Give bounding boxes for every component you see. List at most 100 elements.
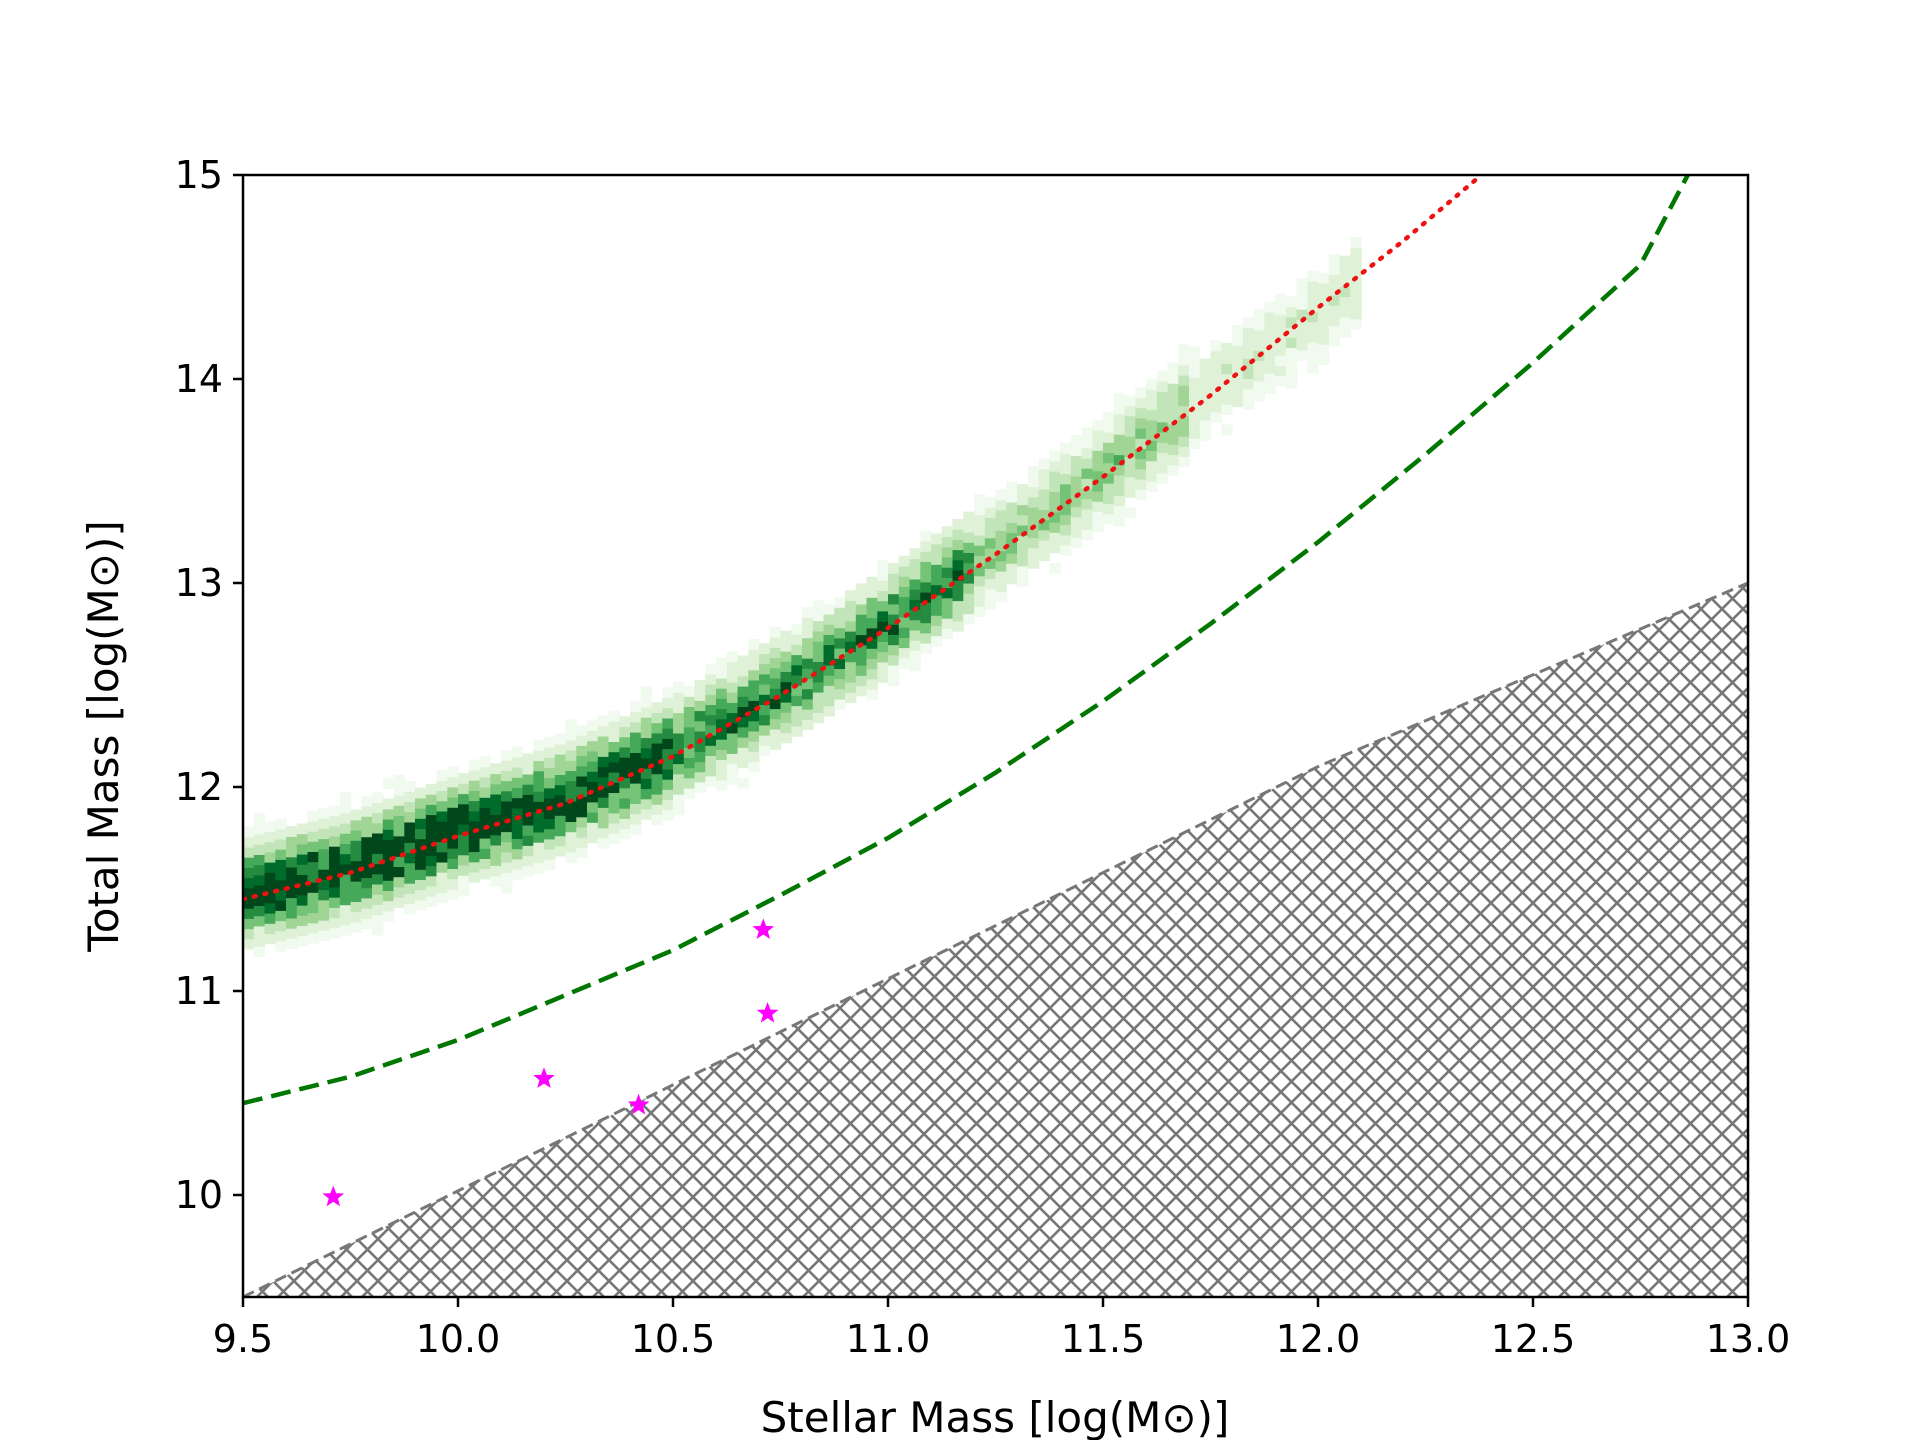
density-cell — [1285, 306, 1298, 318]
density-cell — [544, 849, 556, 860]
density-cell — [1146, 450, 1158, 462]
density-cell — [329, 886, 341, 898]
density-cell — [425, 875, 438, 887]
density-cell — [759, 704, 771, 716]
density-cell — [522, 845, 534, 857]
density-cell — [275, 910, 287, 922]
density-cell — [909, 599, 921, 611]
density-cell — [1081, 468, 1093, 479]
density-cell — [533, 842, 545, 853]
density-cell — [286, 836, 298, 848]
density-cell — [737, 777, 749, 789]
density-cell — [587, 720, 599, 731]
density-cell — [1167, 372, 1179, 384]
density-cell — [694, 751, 706, 763]
density-cell — [1339, 296, 1351, 308]
density-cell — [845, 692, 857, 703]
density-cell — [296, 905, 309, 916]
density-cell — [382, 880, 395, 891]
density-cell — [834, 678, 846, 690]
density-cell — [855, 675, 868, 687]
plot-area — [243, 175, 1748, 1297]
density-cell — [490, 844, 502, 856]
density-cell — [1027, 527, 1040, 539]
density-cell — [1156, 421, 1169, 433]
density-cell — [662, 789, 674, 801]
density-cell — [737, 655, 749, 667]
density-cell — [415, 797, 427, 809]
density-cell — [877, 570, 889, 581]
density-cell — [587, 730, 599, 742]
density-cell — [1113, 393, 1126, 405]
density-cell — [748, 639, 760, 650]
density-cell — [898, 596, 911, 608]
density-cell — [748, 720, 760, 732]
density-cell — [286, 907, 298, 919]
density-cell — [1017, 494, 1029, 506]
density-cell — [640, 808, 653, 820]
density-cell — [866, 587, 878, 598]
density-cell — [963, 542, 975, 553]
density-cell — [1027, 506, 1040, 518]
density-cell — [307, 922, 319, 934]
density-cell — [662, 697, 674, 709]
density-cell — [974, 545, 986, 556]
density-cell — [737, 716, 749, 728]
density-cell — [1081, 457, 1093, 469]
density-cell — [1156, 381, 1169, 392]
density-cell — [726, 692, 739, 703]
density-cell — [576, 755, 588, 767]
density-cell — [1038, 468, 1050, 480]
density-cell — [1350, 277, 1362, 289]
density-cell — [1210, 340, 1222, 352]
density-cell — [275, 869, 287, 881]
density-cell — [415, 848, 427, 860]
density-cell — [812, 641, 825, 652]
density-cell — [941, 546, 954, 558]
density-cell — [984, 558, 997, 569]
density-cell — [1210, 360, 1222, 372]
density-cell — [1178, 344, 1190, 356]
density-cell — [372, 863, 384, 875]
density-cell — [1038, 489, 1050, 500]
density-cell — [447, 766, 459, 778]
density-cell — [447, 827, 459, 839]
density-cell — [1124, 415, 1136, 427]
density-cell — [1167, 423, 1179, 435]
density-cell — [479, 817, 491, 829]
density-cell — [802, 719, 814, 730]
density-cell — [597, 746, 610, 757]
density-cell — [608, 802, 620, 814]
density-cell — [984, 547, 997, 559]
density-cell — [458, 885, 470, 897]
density-cell — [522, 855, 534, 867]
density-cell — [253, 834, 266, 845]
density-cell — [404, 791, 416, 803]
density-cell — [995, 581, 1007, 592]
density-cell — [662, 758, 674, 770]
hatched-boundary-line — [243, 581, 1748, 1297]
density-cell — [748, 741, 760, 752]
density-cell — [597, 766, 610, 778]
density-cell — [286, 938, 298, 950]
density-cell — [802, 709, 814, 720]
density-cell — [748, 659, 760, 671]
density-cell — [898, 606, 911, 618]
density-cell — [253, 936, 266, 947]
density-cell — [253, 905, 266, 917]
density-cell — [576, 816, 588, 828]
density-cell — [318, 909, 330, 921]
density-cell — [673, 722, 685, 734]
density-cell — [339, 792, 352, 804]
density-cell — [458, 854, 470, 866]
density-cell — [995, 499, 1007, 511]
density-cell — [866, 607, 878, 619]
density-cell — [941, 597, 954, 609]
density-cell — [812, 702, 825, 713]
density-cell — [425, 824, 438, 836]
density-cell — [511, 797, 524, 809]
density-cell — [1264, 383, 1276, 395]
density-cell — [952, 559, 964, 571]
density-cell — [264, 902, 276, 914]
density-cell — [425, 855, 438, 867]
